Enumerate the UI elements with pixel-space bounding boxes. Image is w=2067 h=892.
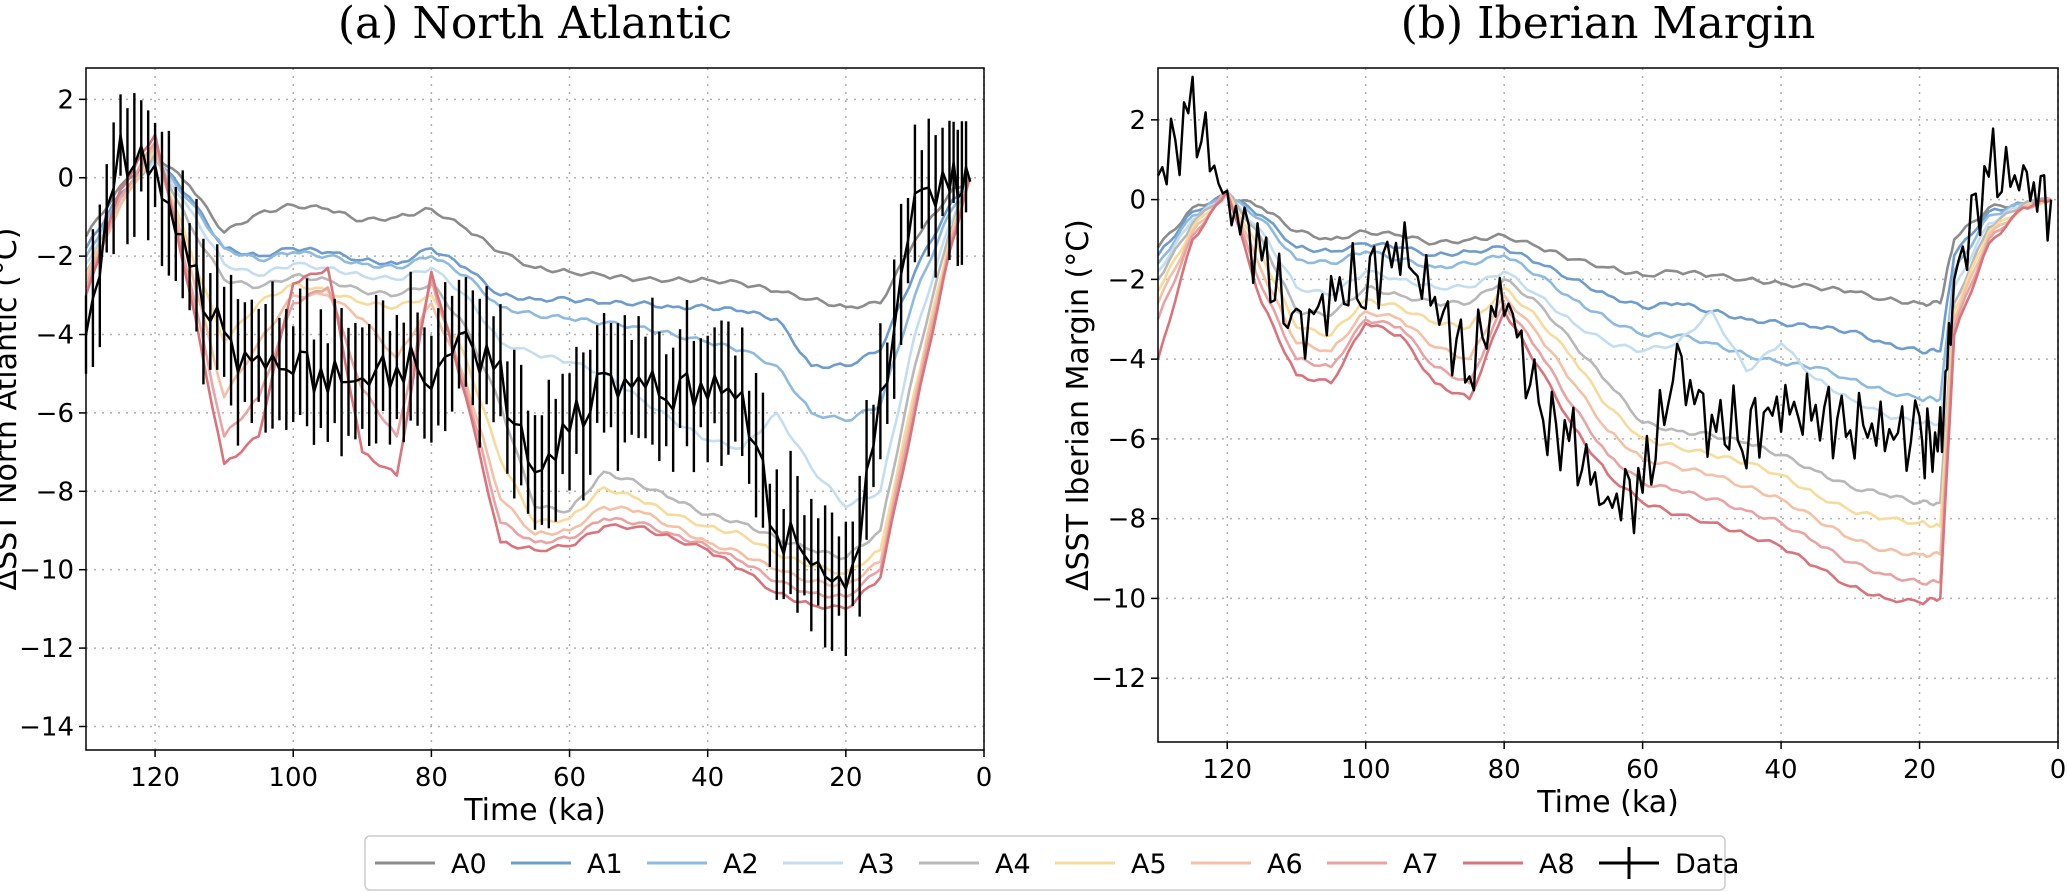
series-line-a5 bbox=[1156, 190, 2052, 529]
legend: A0 A1 A2 A3 A4 A5 A6 A7 A8 Data bbox=[364, 835, 1739, 891]
legend-box bbox=[364, 835, 1726, 891]
series-line-a7 bbox=[84, 141, 972, 599]
y-tick-label: −4 bbox=[36, 321, 74, 351]
x-tick-label: 60 bbox=[553, 763, 586, 793]
y-tick-label: −10 bbox=[1091, 584, 1146, 614]
x-tick-label: 20 bbox=[1903, 755, 1936, 785]
y-tick-label: −14 bbox=[19, 712, 74, 742]
panel-title: (b) Iberian Margin bbox=[1401, 0, 1816, 49]
y-tick-label: −6 bbox=[1108, 425, 1146, 455]
series-line-a6 bbox=[84, 145, 972, 588]
x-axis-label: Time (ka) bbox=[1536, 785, 1679, 820]
plot-frame bbox=[1157, 67, 2059, 743]
panel-iberian-margin: 120 100 80 60 40 20 020−2−4−6−8−10−12(b) Iberi… bbox=[1061, 0, 2066, 820]
y-tick-label: −10 bbox=[19, 556, 74, 586]
legend-label-a8: A8 bbox=[1539, 849, 1575, 880]
x-axis-label: Time (ka) bbox=[463, 793, 606, 828]
x-tick-label: 20 bbox=[829, 763, 862, 793]
legend-label-data: Data bbox=[1675, 849, 1739, 880]
y-tick-label: −2 bbox=[36, 242, 74, 272]
y-tick-label: 2 bbox=[1129, 106, 1146, 136]
x-tick-label: 100 bbox=[1341, 755, 1391, 785]
series-line-a0 bbox=[1156, 194, 2052, 308]
plot-frame bbox=[85, 67, 985, 751]
series-line-a4 bbox=[1156, 190, 2052, 507]
series-line-a3 bbox=[1157, 194, 2052, 427]
panel-title: (a) North Atlantic bbox=[338, 0, 732, 49]
legend-label-a5: A5 bbox=[1131, 849, 1167, 880]
y-tick-label: −6 bbox=[36, 399, 74, 429]
series-line-a0 bbox=[84, 152, 971, 310]
x-tick-label: 40 bbox=[1765, 755, 1798, 785]
y-tick-label: −12 bbox=[19, 634, 74, 664]
legend-label-a7: A7 bbox=[1403, 849, 1439, 880]
legend-label-a4: A4 bbox=[995, 849, 1031, 880]
series-line-a7 bbox=[1156, 190, 2052, 586]
series-line-a1 bbox=[84, 156, 971, 370]
y-tick-label: 0 bbox=[1129, 186, 1146, 216]
y-tick-label: −8 bbox=[1108, 505, 1146, 535]
x-tick-label: 0 bbox=[976, 763, 993, 793]
legend-label-a6: A6 bbox=[1267, 849, 1303, 880]
x-tick-label: 120 bbox=[130, 763, 180, 793]
y-tick-label: −4 bbox=[1108, 345, 1146, 375]
legend-label-a2: A2 bbox=[723, 849, 759, 880]
x-tick-label: 100 bbox=[268, 763, 318, 793]
series-line-a3 bbox=[84, 156, 972, 509]
x-tick-label: 80 bbox=[415, 763, 448, 793]
series-line-a6 bbox=[1156, 190, 2052, 559]
x-tick-label: 120 bbox=[1202, 755, 1252, 785]
x-tick-label: 80 bbox=[1488, 755, 1521, 785]
y-tick-label: −2 bbox=[1108, 265, 1146, 295]
series-line-data bbox=[1156, 75, 2053, 535]
series-line-a2 bbox=[84, 156, 972, 423]
series-line-a8 bbox=[1156, 190, 2052, 606]
x-tick-label: 0 bbox=[2050, 755, 2067, 785]
series-line-a1 bbox=[1156, 194, 2052, 355]
y-tick-label: 2 bbox=[57, 85, 74, 115]
y-axis-label: ΔSST North Atlantic (°C) bbox=[0, 228, 24, 591]
x-tick-label: 60 bbox=[1626, 755, 1659, 785]
y-tick-label: −8 bbox=[36, 477, 74, 507]
legend-label-a1: A1 bbox=[587, 849, 623, 880]
legend-label-a0: A0 bbox=[451, 849, 487, 880]
panel-north-atlantic: 120 100 80 60 40 20 020−2−4−6−8−10−12−14(a) No… bbox=[0, 0, 992, 828]
series-line-data bbox=[84, 133, 972, 590]
x-tick-label: 40 bbox=[691, 763, 724, 793]
y-axis-label: ΔSST Iberian Margin (°C) bbox=[1061, 219, 1096, 591]
legend-label-a3: A3 bbox=[859, 849, 895, 880]
series-line-a8 bbox=[84, 133, 972, 611]
series-line-a2 bbox=[1156, 194, 2052, 403]
y-tick-label: 0 bbox=[57, 164, 74, 194]
y-tick-label: −12 bbox=[1091, 664, 1146, 694]
